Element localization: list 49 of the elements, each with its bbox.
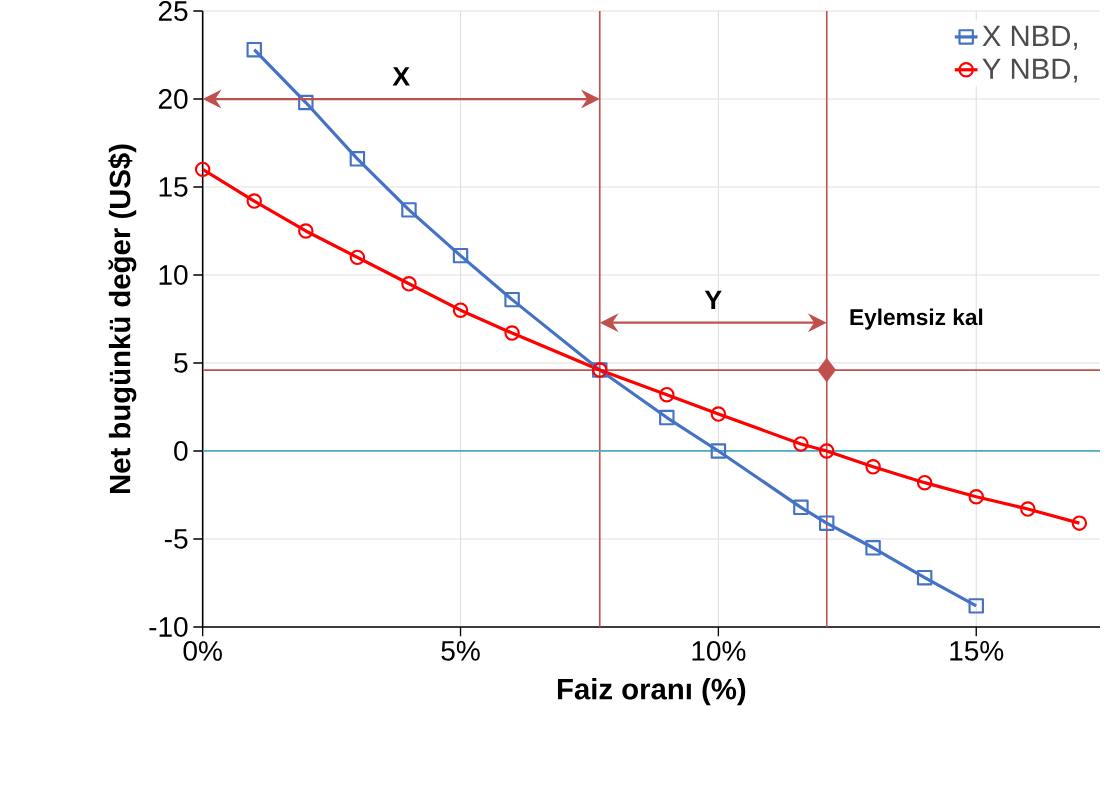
point [1020,501,1036,517]
point [710,406,727,422]
y-tick-label: 0 [174,441,188,461]
point [968,489,984,505]
point [349,151,366,167]
point [401,202,417,218]
point [1071,515,1088,531]
point [818,443,835,459]
point [865,540,881,556]
point [246,41,262,58]
point [246,193,262,209]
y-tick-label: 10 [159,265,188,285]
point [504,325,520,341]
y-tick-label: 25 [158,1,188,21]
legend-label: X NBD, [982,25,1077,50]
x-tick-label: 0% [183,641,222,661]
y-tick-label: 5 [174,353,188,373]
y-tick-label: -5 [164,529,188,549]
point [968,598,984,614]
point [865,459,881,475]
x-tick-label: 10% [692,641,746,661]
point [916,569,933,586]
annotation: X [392,67,410,86]
x-tick-label: 15% [950,641,1004,661]
y-tick-label: -10 [149,617,188,637]
point [659,409,675,426]
annotation: Eylemsiz kal [850,308,983,330]
y-tick-label: 15 [159,177,188,197]
annotation: Y [704,290,722,310]
point [298,223,314,239]
point [452,247,469,264]
point [793,499,809,516]
point [793,436,809,452]
point [818,515,835,531]
point [916,474,933,491]
legend-label: Y NBD, [982,58,1077,83]
y-axis-title: Net bugünkü değer (US$) [108,144,137,494]
point [710,443,727,459]
point [401,276,417,292]
point [659,386,675,403]
x-axis-title: Faiz oranı (%) [557,678,746,706]
point [452,302,469,318]
y-tick-label: 20 [158,89,188,109]
point [349,249,366,266]
point [817,357,836,383]
point [504,291,520,308]
point [194,161,211,178]
point [298,94,314,111]
x-tick-label: 5% [441,641,480,661]
